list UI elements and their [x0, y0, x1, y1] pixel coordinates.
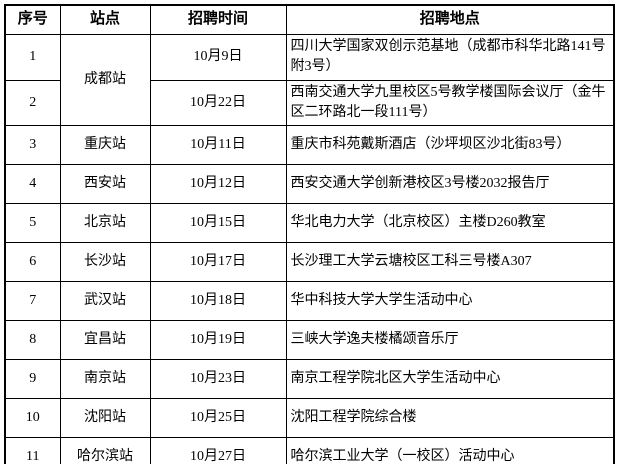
location-cell: 南京工程学院北区大学生活动中心: [285, 359, 615, 400]
table-row: 9 南京站 10月23日 南京工程学院北区大学生活动中心: [4, 359, 615, 400]
table-row: 2 10月22日 西南交通大学九里校区5号教学楼国际会议厅（金牛区二环路北一段1…: [4, 79, 615, 127]
header-location: 招聘地点: [285, 4, 615, 35]
row-number-cell: 8: [4, 320, 61, 361]
station-cell: 西安站: [59, 164, 151, 205]
location-cell: 哈尔滨工业大学（一校区）活动中心: [285, 437, 615, 464]
time-cell: 10月27日: [149, 437, 287, 464]
header-station: 站点: [59, 4, 151, 35]
location-cell: 重庆市科苑戴斯酒店（沙坪坝区沙北街83号）: [285, 125, 615, 166]
time-cell: 10月19日: [149, 320, 287, 361]
row-number-cell: 1: [4, 34, 61, 81]
row-number-cell: 5: [4, 203, 61, 244]
station-cell: 哈尔滨站: [59, 437, 151, 464]
station-cell: 成都站: [59, 33, 151, 127]
time-cell: 10月9日: [149, 34, 287, 81]
station-cell: 重庆站: [59, 125, 151, 166]
location-cell: 西安交通大学创新港校区3号楼2032报告厅: [285, 164, 615, 205]
time-cell: 10月17日: [149, 242, 287, 283]
location-cell: 华北电力大学（北京校区）主楼D260教室: [285, 203, 615, 244]
table-row: 11 哈尔滨站 10月27日 哈尔滨工业大学（一校区）活动中心: [4, 437, 615, 464]
time-cell: 10月11日: [149, 125, 287, 166]
location-cell: 四川大学国家双创示范基地（成都市科华北路141号附3号）: [285, 34, 615, 81]
time-cell: 10月22日: [149, 79, 287, 127]
location-cell: 三峡大学逸夫楼橘颂音乐厅: [285, 320, 615, 361]
header-time: 招聘时间: [149, 4, 287, 35]
location-cell: 长沙理工大学云塘校区工科三号楼A307: [285, 242, 615, 283]
row-number-cell: 10: [4, 398, 61, 439]
time-cell: 10月18日: [149, 281, 287, 322]
row-number-cell: 3: [4, 125, 61, 166]
table-row: 7 武汉站 10月18日 华中科技大学大学生活动中心: [4, 281, 615, 322]
header-row: 序号 站点 招聘时间 招聘地点: [4, 4, 615, 35]
recruitment-schedule-table: 序号 站点 招聘时间 招聘地点 1 成都站 10月9日 四川大学国家双创示范基地…: [4, 4, 615, 464]
row-number-cell: 9: [4, 359, 61, 400]
table-row: 5 北京站 10月15日 华北电力大学（北京校区）主楼D260教室: [4, 203, 615, 244]
header-no: 序号: [4, 4, 61, 35]
station-cell: 沈阳站: [59, 398, 151, 439]
row-number-cell: 2: [4, 79, 61, 127]
station-cell: 武汉站: [59, 281, 151, 322]
station-cell: 宜昌站: [59, 320, 151, 361]
table-row: 1 成都站 10月9日 四川大学国家双创示范基地（成都市科华北路141号附3号）: [4, 33, 615, 127]
table-row: 3 重庆站 10月11日 重庆市科苑戴斯酒店（沙坪坝区沙北街83号）: [4, 125, 615, 166]
table-row: 8 宜昌站 10月19日 三峡大学逸夫楼橘颂音乐厅: [4, 320, 615, 361]
table-row: 6 长沙站 10月17日 长沙理工大学云塘校区工科三号楼A307: [4, 242, 615, 283]
location-cell: 华中科技大学大学生活动中心: [285, 281, 615, 322]
location-cell: 西南交通大学九里校区5号教学楼国际会议厅（金牛区二环路北一段111号）: [285, 79, 615, 127]
time-cell: 10月25日: [149, 398, 287, 439]
time-cell: 10月15日: [149, 203, 287, 244]
table-row: 4 西安站 10月12日 西安交通大学创新港校区3号楼2032报告厅: [4, 164, 615, 205]
row-number-cell: 6: [4, 242, 61, 283]
row-number-cell: 11: [4, 437, 61, 464]
row-number-cell: 7: [4, 281, 61, 322]
station-cell: 长沙站: [59, 242, 151, 283]
time-cell: 10月12日: [149, 164, 287, 205]
station-cell: 南京站: [59, 359, 151, 400]
table-row: 10 沈阳站 10月25日 沈阳工程学院综合楼: [4, 398, 615, 439]
station-cell: 北京站: [59, 203, 151, 244]
row-number-cell: 4: [4, 164, 61, 205]
location-cell: 沈阳工程学院综合楼: [285, 398, 615, 439]
time-cell: 10月23日: [149, 359, 287, 400]
